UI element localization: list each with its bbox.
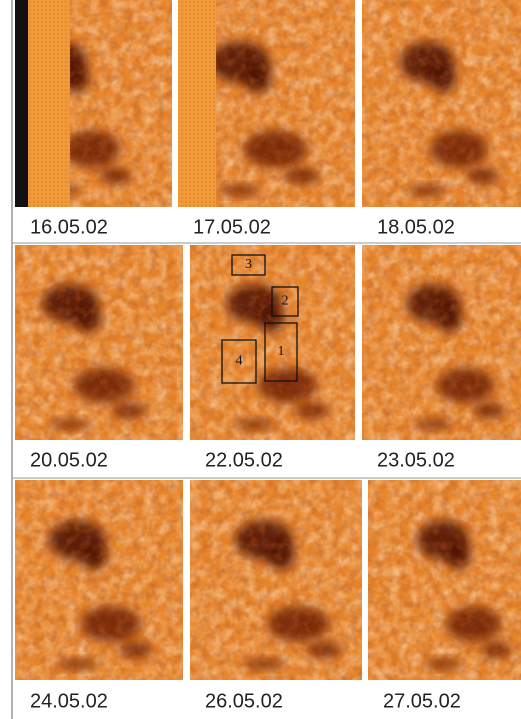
image-panel — [362, 245, 521, 440]
region-label: 1 — [278, 344, 285, 359]
date-label: 26.05.02 — [205, 690, 283, 712]
panel-grain — [190, 245, 355, 440]
flat-region — [178, 0, 216, 207]
image-panel — [178, 0, 355, 207]
panels: 16.05.02 17.05.02 18.05.02 20.05.02 22.05.02… — [15, 0, 521, 712]
date-label: 24.05.02 — [30, 690, 108, 712]
image-panel — [15, 0, 172, 207]
date-label: 16.05.02 — [30, 216, 108, 238]
date-label: 23.05.02 — [377, 449, 455, 471]
panel-grain — [15, 245, 183, 440]
black-strip — [15, 0, 28, 207]
panel-grain — [15, 480, 183, 680]
panel-grain — [190, 480, 362, 680]
panel-grain — [362, 0, 521, 207]
date-label: 17.05.02 — [193, 216, 271, 238]
date-label: 27.05.02 — [383, 690, 461, 712]
region-label: 2 — [282, 294, 289, 309]
image-panel — [15, 245, 183, 440]
image-panel — [362, 0, 521, 207]
image-panel — [190, 480, 362, 680]
image-panel — [15, 480, 183, 680]
figure: 16.05.02 17.05.02 18.05.02 20.05.02 22.05.02… — [0, 0, 521, 719]
panel-grain — [362, 245, 521, 440]
date-label: 20.05.02 — [30, 449, 108, 471]
date-label: 22.05.02 — [205, 449, 283, 471]
panel-grain — [368, 480, 521, 680]
date-label: 18.05.02 — [377, 216, 455, 238]
region-label: 3 — [245, 257, 252, 272]
image-panel — [368, 480, 521, 680]
region-label: 4 — [236, 354, 243, 369]
flat-region — [28, 0, 70, 207]
image-panel — [190, 245, 355, 440]
